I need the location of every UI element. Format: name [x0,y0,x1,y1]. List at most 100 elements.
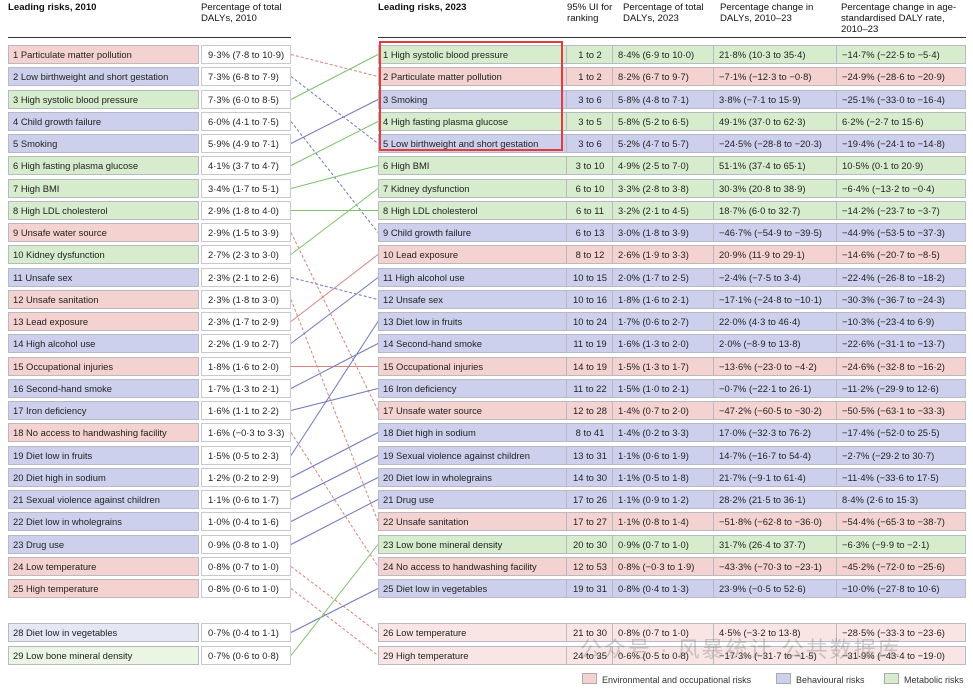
left-risk-row: 28 Diet low in vegetables [8,623,199,642]
right-risk-label: 17 Unsafe water source [383,405,483,416]
right-risk-label: 10 Lead exposure [383,249,459,260]
legend-env-swatch [582,673,597,684]
right-risk-change: 51·1% (37·4 to 65·1) [713,157,837,174]
right-risk-label: 19 Sexual violence against children [383,450,530,461]
right-risk-pct: 2·6% (1·9 to 3·3) [612,246,714,263]
right-risk-change: 49·1% (37·0 to 62·3) [713,113,837,130]
rank-change-line [290,432,379,567]
left-risk-pct: 2·2% (1·9 to 2·7) [201,334,291,353]
right-risk-pct: 0·8% (0·7 to 1·0) [612,624,714,641]
left-risk-row: 2 Low birthweight and short gestation [8,67,199,86]
left-risk-row: 9 Unsafe water source [8,223,199,242]
right-risk-pct: 5·8% (5·2 to 6·5) [612,113,714,130]
right-risk-pct: 3·3% (2·8 to 3·8) [612,180,714,197]
right-risk-row: 18 Diet high in sodium 8 to 41 1·4% (0·2 t… [378,423,966,442]
right-pct-header: Percentage of total DALYs, 2023 [623,2,704,24]
rank-change-line [290,588,379,633]
right-risk-row: 29 High temperature 24 to 35 0·6% (0·5 to … [378,646,966,665]
right-risk-row: 4 High fasting plasma glucose 3 to 5 5·8% … [378,112,966,131]
right-risk-change: −2·4% (−7·5 to 3·4) [713,269,837,286]
rank-change-line [290,54,379,77]
right-risk-change: 20·9% (11·9 to 29·1) [713,246,837,263]
right-risk-pct: 8·2% (6·7 to 9·7) [612,68,714,85]
left-header-rule [8,37,291,38]
right-risk-pct: 5·2% (4·7 to 5·7) [612,135,714,152]
right-risk-change: −13·6% (−23·0 to −4·2) [713,358,837,375]
left-risk-row: 13 Lead exposure [8,312,199,331]
right-risk-change: −17·3% (−31·7 to −1·5) [713,647,837,664]
right-risk-label: 13 Diet low in fruits [383,316,463,327]
left-risk-row: 6 High fasting plasma glucose [8,156,199,175]
right-risk-label: 11 High alcohol use [383,272,465,283]
left-risk-pct: 1·5% (0·5 to 2·3) [201,446,291,465]
left-risk-row: 5 Smoking [8,134,199,153]
right-risk-asr: −19·4% (−24·1 to −14·8) [836,135,971,152]
legend-env-label: Environmental and occupational risks [602,675,752,685]
rank-change-line [290,388,379,411]
right-risk-label: 25 Diet low in vegetables [383,583,488,594]
right-risk-ui: 6 to 13 [566,224,613,241]
right-risk-ui: 11 to 22 [566,380,613,397]
right-risk-ui: 8 to 12 [566,246,613,263]
right-risk-change: 2·0% (−8·9 to 13·8) [713,335,837,352]
legend-met-label: Metabolic risks [904,675,964,685]
right-risk-change: −43·3% (−70·3 to −23·1) [713,558,837,575]
right-risk-change: 14·7% (−16·7 to 54·4) [713,447,837,464]
left-risk-pct: 1·6% (1·1 to 2·2) [201,401,291,420]
right-risk-ui: 14 to 19 [566,358,613,375]
right-risk-row: 16 Iron deficiency 11 to 22 1·5% (1·0 to 2… [378,379,966,398]
rank-change-line [290,455,379,500]
right-risk-label: 2 Particulate matter pollution [383,71,502,82]
right-risk-row: 9 Child growth failure 6 to 13 3·0% (1·8 t… [378,223,966,242]
right-risk-asr: −11·4% (−33·6 to 17·5) [836,469,971,486]
rank-change-line [290,477,379,522]
right-risk-row: 7 Kidney dysfunction 6 to 10 3·3% (2·8 to … [378,179,966,198]
right-risk-row: 15 Occupational injuries 14 to 19 1·5% (1·… [378,357,966,376]
right-risk-row: 11 High alcohol use 10 to 15 2·0% (1·7 to … [378,268,966,287]
rank-change-line [290,188,379,255]
right-risk-ui: 8 to 41 [566,424,613,441]
right-risk-asr: −31·9% (−43·4 to −19·0) [836,647,971,664]
left-risk-header: Leading risks, 2010 [8,2,97,13]
left-risk-row: 16 Second-hand smoke [8,379,199,398]
right-risk-asr: −54·4% (−65·3 to −38·7) [836,513,971,530]
right-risk-row: 5 Low birthweight and short gestation 3 t… [378,134,966,153]
right-risk-ui: 10 to 15 [566,269,613,286]
left-risk-row: 8 High LDL cholesterol [8,201,199,220]
right-risk-label: 15 Occupational injuries [383,361,484,372]
right-risk-label: 20 Diet low in wholegrains [383,472,492,483]
right-risk-ui: 12 to 53 [566,558,613,575]
right-risk-label: 14 Second-hand smoke [383,338,483,349]
right-risk-pct: 1·1% (0·6 to 1·9) [612,447,714,464]
right-risk-ui: 1 to 2 [566,46,613,63]
right-risk-asr: −22·4% (−26·8 to −18·2) [836,269,971,286]
right-risk-asr: −10·3% (−23·4 to 6·9) [836,313,971,330]
right-risk-asr: −24·6% (−32·8 to −16·2) [836,358,971,375]
right-risk-label: 4 High fasting plasma glucose [383,116,509,127]
right-risk-label: 12 Unsafe sex [383,294,443,305]
right-risk-change: 22·0% (4·3 to 46·4) [713,313,837,330]
right-risk-row: 22 Unsafe sanitation 17 to 27 1·1% (0·8 to… [378,512,966,531]
left-risk-row: 22 Diet low in wholegrains [8,512,199,531]
right-risk-label: 3 Smoking [383,94,428,105]
rank-change-line [290,544,379,656]
right-risk-label: 16 Iron deficiency [383,383,457,394]
rank-change-line [290,121,379,166]
left-risk-pct: 0·8% (0·6 to 1·0) [201,579,291,598]
right-risk-pct: 1·8% (1·6 to 2·1) [612,291,714,308]
rank-change-line [290,299,379,522]
right-risk-ui: 10 to 24 [566,313,613,330]
left-risk-pct: 2·3% (2·1 to 2·6) [201,268,291,287]
right-risk-label: 21 Drug use [383,494,435,505]
left-risk-pct: 2·3% (1·8 to 3·0) [201,290,291,309]
right-risk-row: 25 Diet low in vegetables 19 to 31 0·8% (0… [378,579,966,598]
right-risk-row: 12 Unsafe sex 10 to 16 1·8% (1·6 to 2·1) −1… [378,290,966,309]
right-risk-row: 19 Sexual violence against children 13 to… [378,446,966,465]
right-risk-pct: 1·4% (0·7 to 2·0) [612,402,714,419]
left-risk-pct: 5·9% (4·9 to 7·1) [201,134,291,153]
left-risk-row: 15 Occupational injuries [8,357,199,376]
right-risk-asr: −10·0% (−27·8 to 10·6) [836,580,971,597]
right-risk-ui: 14 to 30 [566,469,613,486]
right-risk-asr: −17·4% (−52·0 to 25·5) [836,424,971,441]
left-risk-pct: 2·9% (1·8 to 4·0) [201,201,291,220]
